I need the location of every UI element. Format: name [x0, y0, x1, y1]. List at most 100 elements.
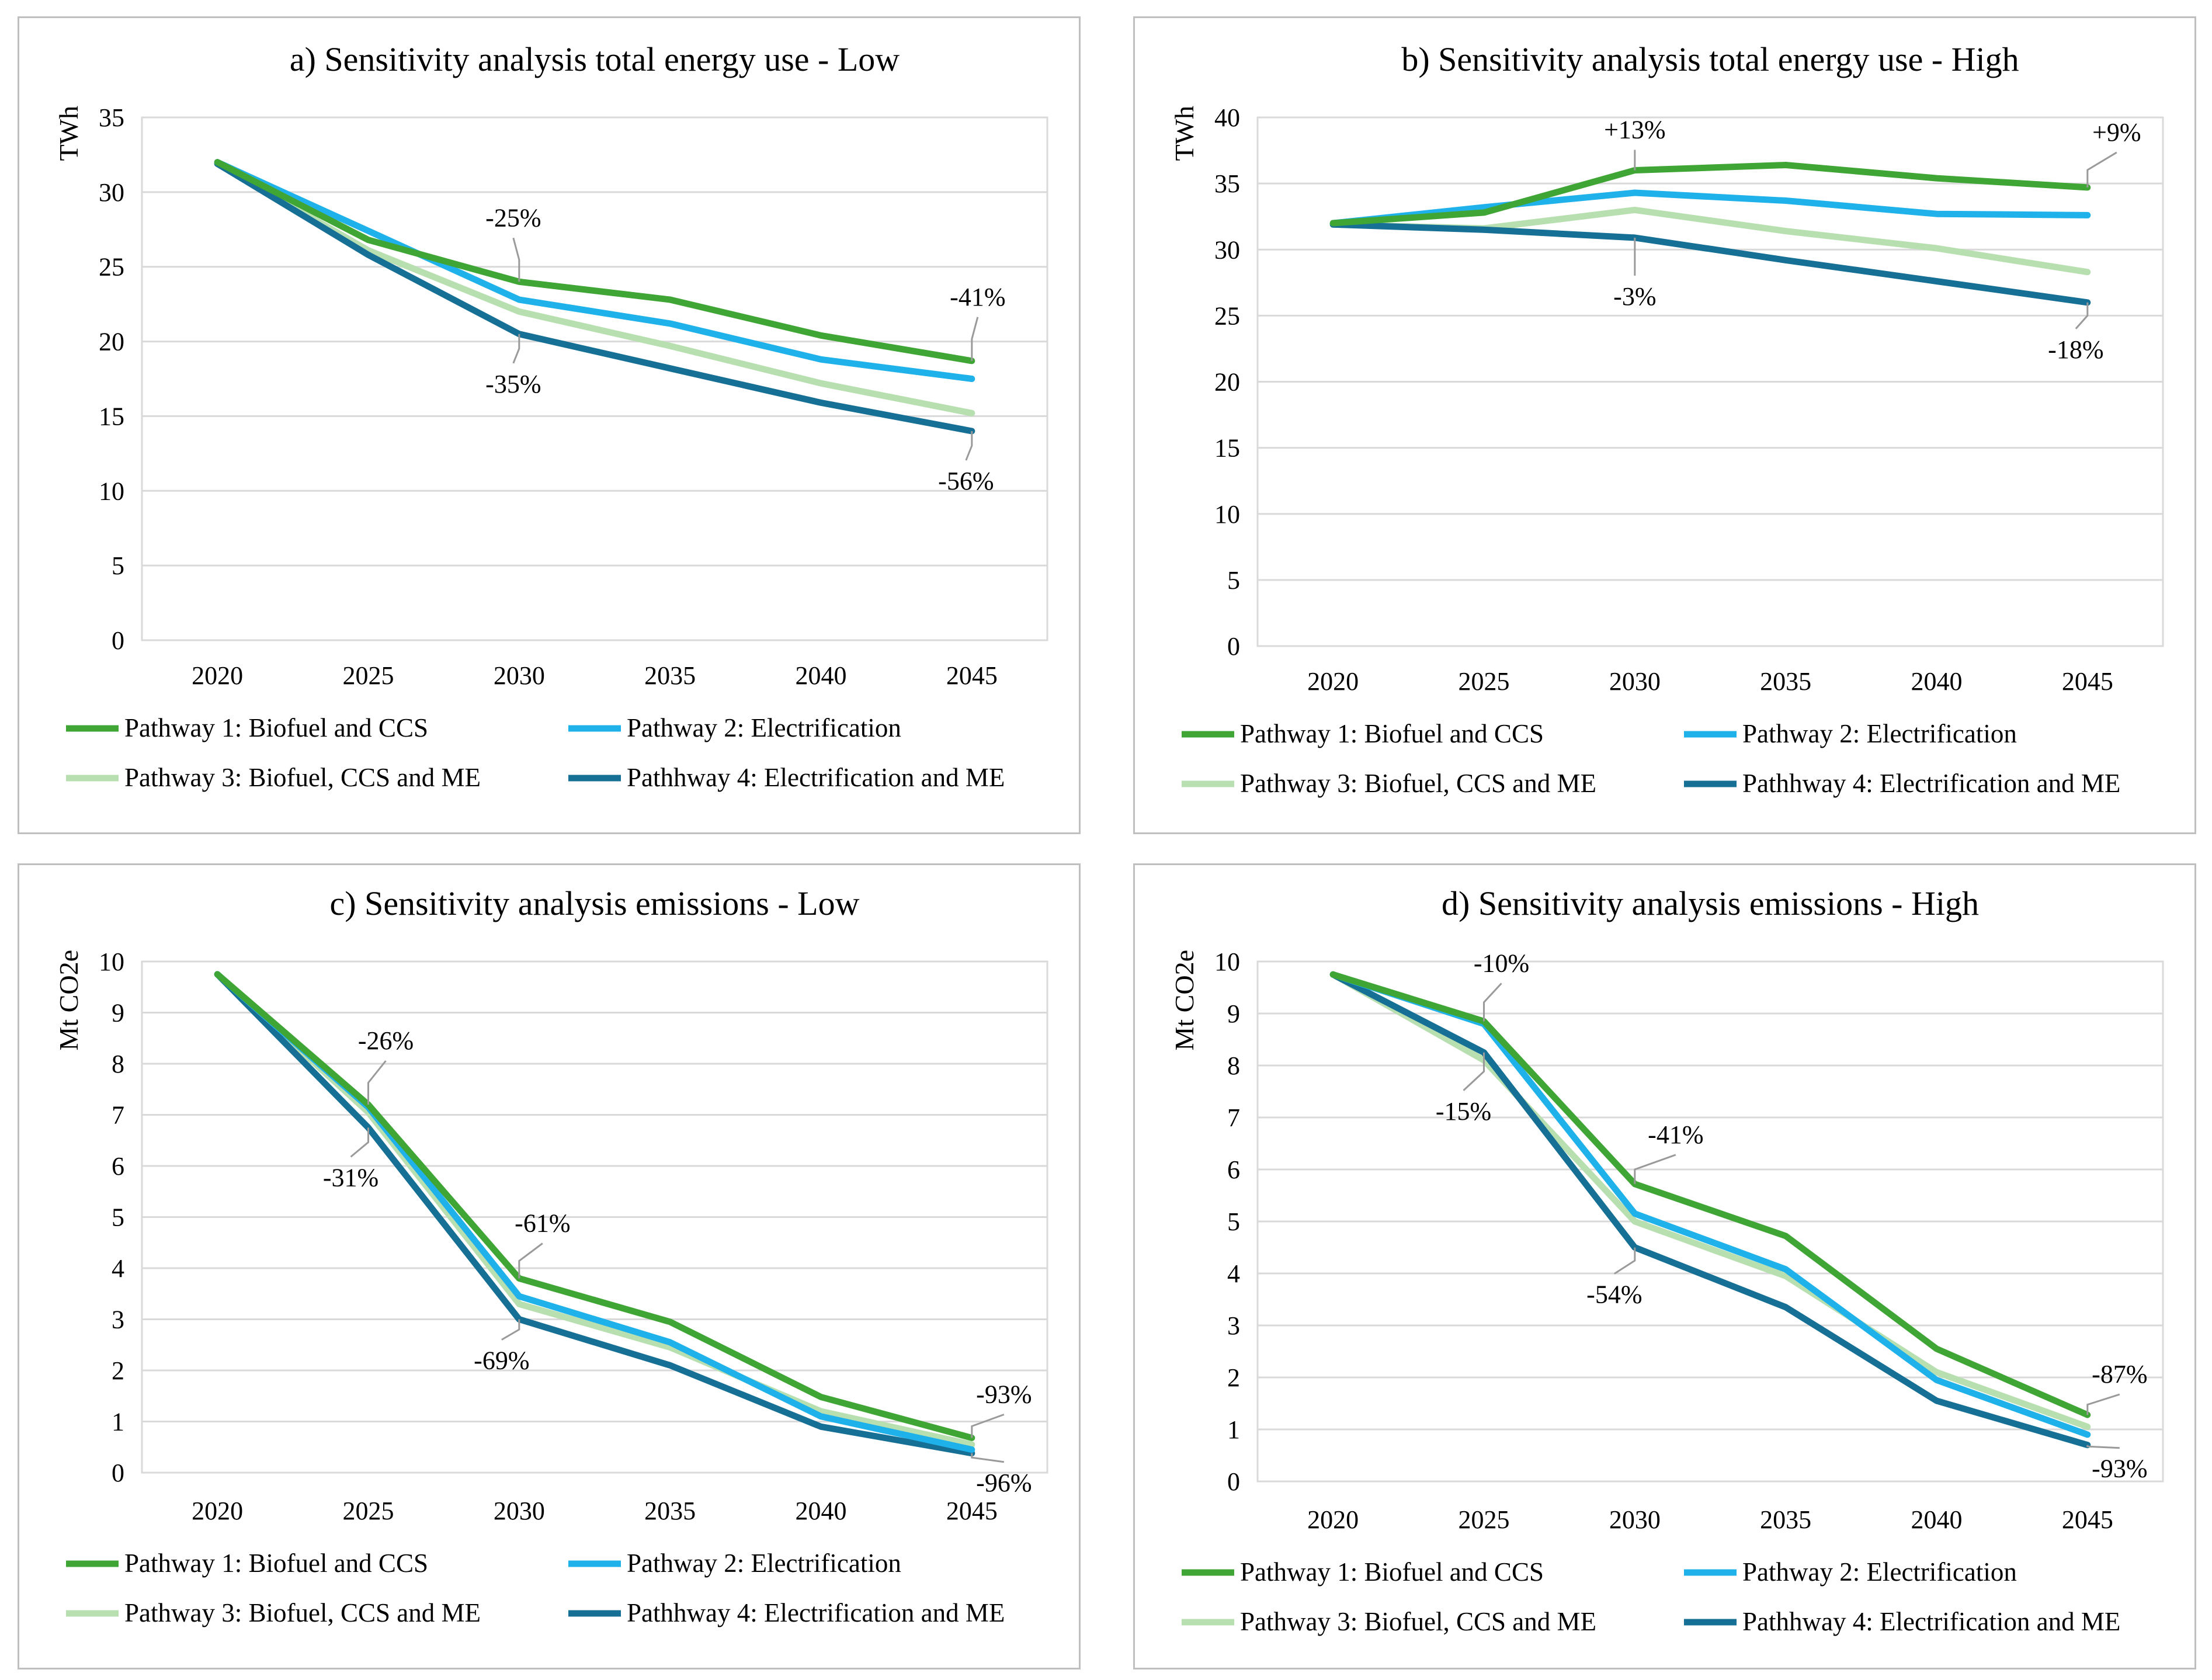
legend-label-pathway-3: Pathway 3: Biofuel, CCS and ME	[124, 1598, 481, 1627]
plot-area	[1256, 960, 2164, 1483]
annotation-leader	[2075, 302, 2089, 329]
series-line-pathway-2	[1329, 189, 2091, 227]
x-tick-label: 2025	[1459, 1505, 1510, 1534]
legend-label-pathway-2: Pathway 2: Electrification	[627, 1549, 901, 1578]
legend-label-pathway-4: Pathhway 4: Electrification and ME	[627, 1598, 1005, 1627]
series-line-pathway-4	[1329, 221, 2091, 306]
chart-d-svg: d) Sensitivity analysis emissions - High…	[1169, 884, 2164, 1636]
y-tick-label: 4	[112, 1254, 124, 1283]
y-tick-label: 10	[99, 947, 124, 976]
series-line-pathway-3	[1329, 971, 2091, 1430]
series-line-pathway-4	[214, 160, 975, 435]
y-tick-label: 0	[1227, 632, 1240, 661]
y-tick-label: 40	[1214, 103, 1240, 132]
x-tick-label: 2030	[494, 1497, 545, 1525]
annotation-label: -15%	[1436, 1097, 1491, 1126]
y-tick-label: 0	[112, 1459, 124, 1487]
annotation-label: -10%	[1474, 949, 1529, 977]
y-tick-label: 6	[112, 1152, 124, 1181]
annotation-leader	[350, 1127, 369, 1158]
annotation-label: -26%	[358, 1026, 414, 1055]
annotation-label: -87%	[2092, 1360, 2147, 1389]
chart-title: a) Sensitivity analysis total energy use…	[290, 40, 900, 78]
x-tick-label: 2035	[644, 661, 696, 690]
series-line-pathway-1	[1329, 162, 2091, 227]
chart-panel-a: a) Sensitivity analysis total energy use…	[18, 16, 1081, 834]
y-tick-label: 6	[1227, 1155, 1240, 1184]
chart-c-svg: c) Sensitivity analysis emissions - Low M…	[54, 884, 1048, 1627]
series-line-pathway-1	[214, 159, 975, 365]
legend-label-pathway-1: Pathway 1: Biofuel and CCS	[1240, 719, 1544, 748]
y-tick-label: 0	[1227, 1467, 1240, 1496]
y-tick-label: 9	[112, 999, 124, 1028]
annotation-leader	[512, 237, 520, 282]
y-tick-label: 20	[99, 328, 124, 356]
annotation-leader	[512, 334, 520, 364]
chart-b-svg: b) Sensitivity analysis total energy use…	[1169, 40, 2164, 798]
annotation-leader	[367, 1060, 387, 1105]
y-tick-label: 8	[112, 1050, 124, 1078]
x-tick-label: 2030	[1609, 667, 1661, 696]
annotation-leader	[971, 317, 979, 361]
x-tick-label: 2035	[1760, 667, 1811, 696]
y-tick-label: 1	[1227, 1415, 1240, 1444]
y-tick-label: 2	[1227, 1363, 1240, 1392]
annotation-label: -41%	[1648, 1120, 1703, 1149]
y-axis-label: Mt CO2e	[1169, 950, 1199, 1051]
series-line-pathway-1	[214, 971, 975, 1441]
annotation-leader	[965, 431, 973, 461]
annotation-leader	[2086, 151, 2117, 188]
annotation-leader	[1614, 1247, 1636, 1275]
y-tick-label: 2	[112, 1356, 124, 1385]
y-tick-label: 5	[1227, 1207, 1240, 1236]
plot-area	[1256, 116, 2164, 647]
x-tick-label: 2025	[1459, 667, 1510, 696]
x-tick-label: 2045	[2062, 667, 2113, 696]
x-tick-label: 2045	[2062, 1505, 2113, 1534]
chart-panel-d: d) Sensitivity analysis emissions - High…	[1133, 863, 2196, 1669]
series-line-pathway-4	[1329, 971, 2091, 1449]
series-line-pathway-2	[214, 971, 975, 1453]
x-tick-label: 2020	[192, 661, 243, 690]
annotation-leader	[971, 1414, 1005, 1438]
annotation-label: -93%	[2092, 1455, 2147, 1483]
x-tick-label: 2020	[1307, 1505, 1359, 1534]
y-axis-label: Mt CO2e	[54, 950, 84, 1051]
chart-title: d) Sensitivity analysis emissions - High	[1442, 884, 1979, 922]
x-tick-label: 2020	[1307, 667, 1359, 696]
y-tick-label: 9	[1227, 999, 1240, 1028]
y-tick-label: 35	[99, 103, 124, 132]
legend-label-pathway-3: Pathway 3: Biofuel, CCS and ME	[124, 763, 481, 792]
y-tick-label: 4	[1227, 1259, 1240, 1288]
y-tick-label: 5	[112, 1203, 124, 1232]
y-tick-label: 25	[1214, 301, 1240, 330]
annotation-label: -18%	[2048, 335, 2103, 364]
annotation-leader	[1483, 983, 1502, 1022]
plot-area	[141, 960, 1048, 1474]
annotation-label: -69%	[474, 1346, 529, 1375]
annotation-label: -41%	[950, 283, 1005, 311]
legend-label-pathway-3: Pathway 3: Biofuel, CCS and ME	[1240, 769, 1596, 798]
y-tick-label: 7	[1227, 1103, 1240, 1132]
x-tick-label: 2040	[1911, 1505, 1963, 1534]
annotation-label: -61%	[515, 1209, 570, 1238]
legend-label-pathway-1: Pathway 1: Biofuel and CCS	[124, 1549, 428, 1578]
x-tick-label: 2035	[644, 1497, 696, 1525]
x-tick-label: 2045	[946, 1497, 998, 1525]
y-tick-label: 5	[1227, 566, 1240, 595]
series-line-pathway-1	[1329, 971, 2091, 1418]
y-tick-label: 35	[1214, 169, 1240, 198]
y-tick-label: 25	[99, 253, 124, 282]
y-axis-label: TWh	[54, 106, 84, 161]
y-axis-label: TWh	[1169, 106, 1199, 161]
y-tick-label: 30	[1214, 235, 1240, 264]
annotation-leader	[1463, 1052, 1485, 1091]
series-line-pathway-3	[214, 971, 975, 1448]
series-line-pathway-3	[1329, 206, 2091, 276]
annotation-label: -96%	[976, 1469, 1032, 1497]
annotation-label: +13%	[1604, 116, 1665, 144]
y-tick-label: 1	[112, 1408, 124, 1436]
y-tick-label: 10	[99, 477, 124, 505]
series-line-pathway-2	[214, 159, 975, 382]
x-tick-label: 2030	[494, 661, 545, 690]
